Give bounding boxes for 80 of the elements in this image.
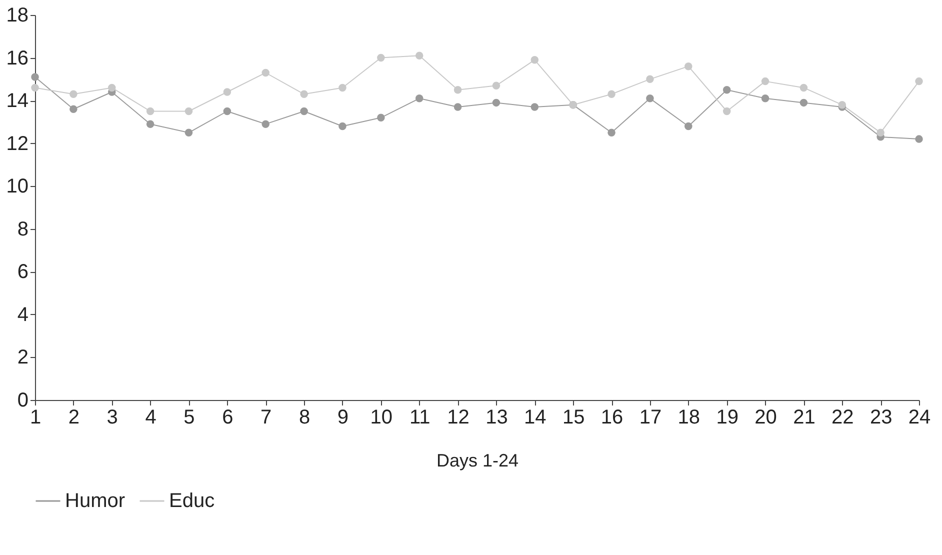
point: [608, 128, 616, 137]
y-tick-label: 14: [6, 90, 28, 112]
legend-label: Humor: [65, 490, 126, 512]
x-tick-label: 14: [524, 406, 546, 428]
x-tick-label: 7: [260, 406, 272, 428]
point: [70, 90, 78, 98]
x-tick-label: 11: [409, 406, 430, 428]
x-tick-label: 16: [600, 406, 624, 428]
point: [262, 120, 270, 128]
point: [646, 75, 654, 84]
y-tick-label: 18: [6, 4, 28, 26]
x-tick-label: 23: [870, 406, 892, 428]
point: [223, 88, 232, 96]
point: [722, 86, 731, 94]
point: [761, 77, 770, 86]
x-tick-label: 21: [793, 406, 816, 428]
point: [800, 98, 808, 107]
y-tick-label: 16: [6, 47, 28, 70]
y-tick-label: 8: [17, 218, 28, 240]
point: [146, 120, 154, 128]
x-tick-label: 20: [754, 406, 777, 428]
point: [876, 128, 884, 137]
point: [108, 84, 116, 92]
y-tick-label: 4: [17, 304, 28, 326]
point: [761, 94, 770, 102]
y-tick-label: 12: [6, 132, 28, 155]
x-tick-label: 5: [184, 406, 195, 428]
point: [31, 73, 39, 81]
point: [146, 107, 154, 116]
x-tick-label: 6: [222, 406, 234, 428]
y-tick-label: 2: [17, 346, 28, 369]
x-tick-label: 4: [145, 406, 156, 428]
point: [454, 86, 462, 94]
point: [800, 84, 808, 92]
x-tick-label: 22: [832, 406, 854, 428]
point: [415, 94, 424, 102]
x-tick-label: 15: [562, 406, 585, 428]
y-tick-label: 0: [17, 390, 28, 412]
point: [300, 107, 308, 116]
point: [223, 107, 232, 116]
legend-label: Educ: [169, 490, 215, 512]
point: [70, 105, 78, 113]
x-tick-label: 19: [716, 406, 738, 428]
point: [492, 82, 500, 90]
point: [722, 107, 731, 116]
x-tick-label: 18: [678, 406, 700, 428]
point: [492, 98, 500, 107]
point: [915, 77, 923, 86]
point: [377, 54, 385, 62]
point: [608, 90, 616, 98]
point: [184, 107, 193, 116]
point: [838, 100, 846, 109]
point: [915, 135, 923, 143]
point: [300, 90, 308, 98]
point: [530, 103, 539, 111]
point: [415, 52, 424, 60]
point: [454, 103, 462, 111]
point: [338, 84, 346, 92]
point: [338, 122, 346, 130]
x-tick-label: 12: [447, 406, 470, 428]
point: [684, 62, 692, 70]
x-tick-label: 3: [106, 406, 118, 428]
x-tick-label: 1: [30, 406, 42, 428]
point: [646, 94, 654, 102]
x-axis-title: Days 1-24: [436, 450, 519, 470]
x-tick-label: 10: [370, 406, 393, 428]
x-tick-label: 24: [908, 406, 931, 428]
y-tick-label: 6: [17, 261, 28, 284]
point: [262, 68, 270, 77]
y-tick-label: 10: [6, 176, 28, 198]
point: [684, 122, 692, 130]
point: [184, 128, 193, 137]
x-tick-label: 13: [486, 406, 508, 428]
x-tick-label: 9: [337, 406, 349, 428]
point: [31, 84, 39, 92]
x-tick-label: 2: [68, 406, 80, 428]
x-tick-label: 17: [639, 406, 662, 428]
point: [530, 56, 539, 64]
point: [377, 114, 385, 122]
x-tick-label: 8: [298, 406, 310, 428]
